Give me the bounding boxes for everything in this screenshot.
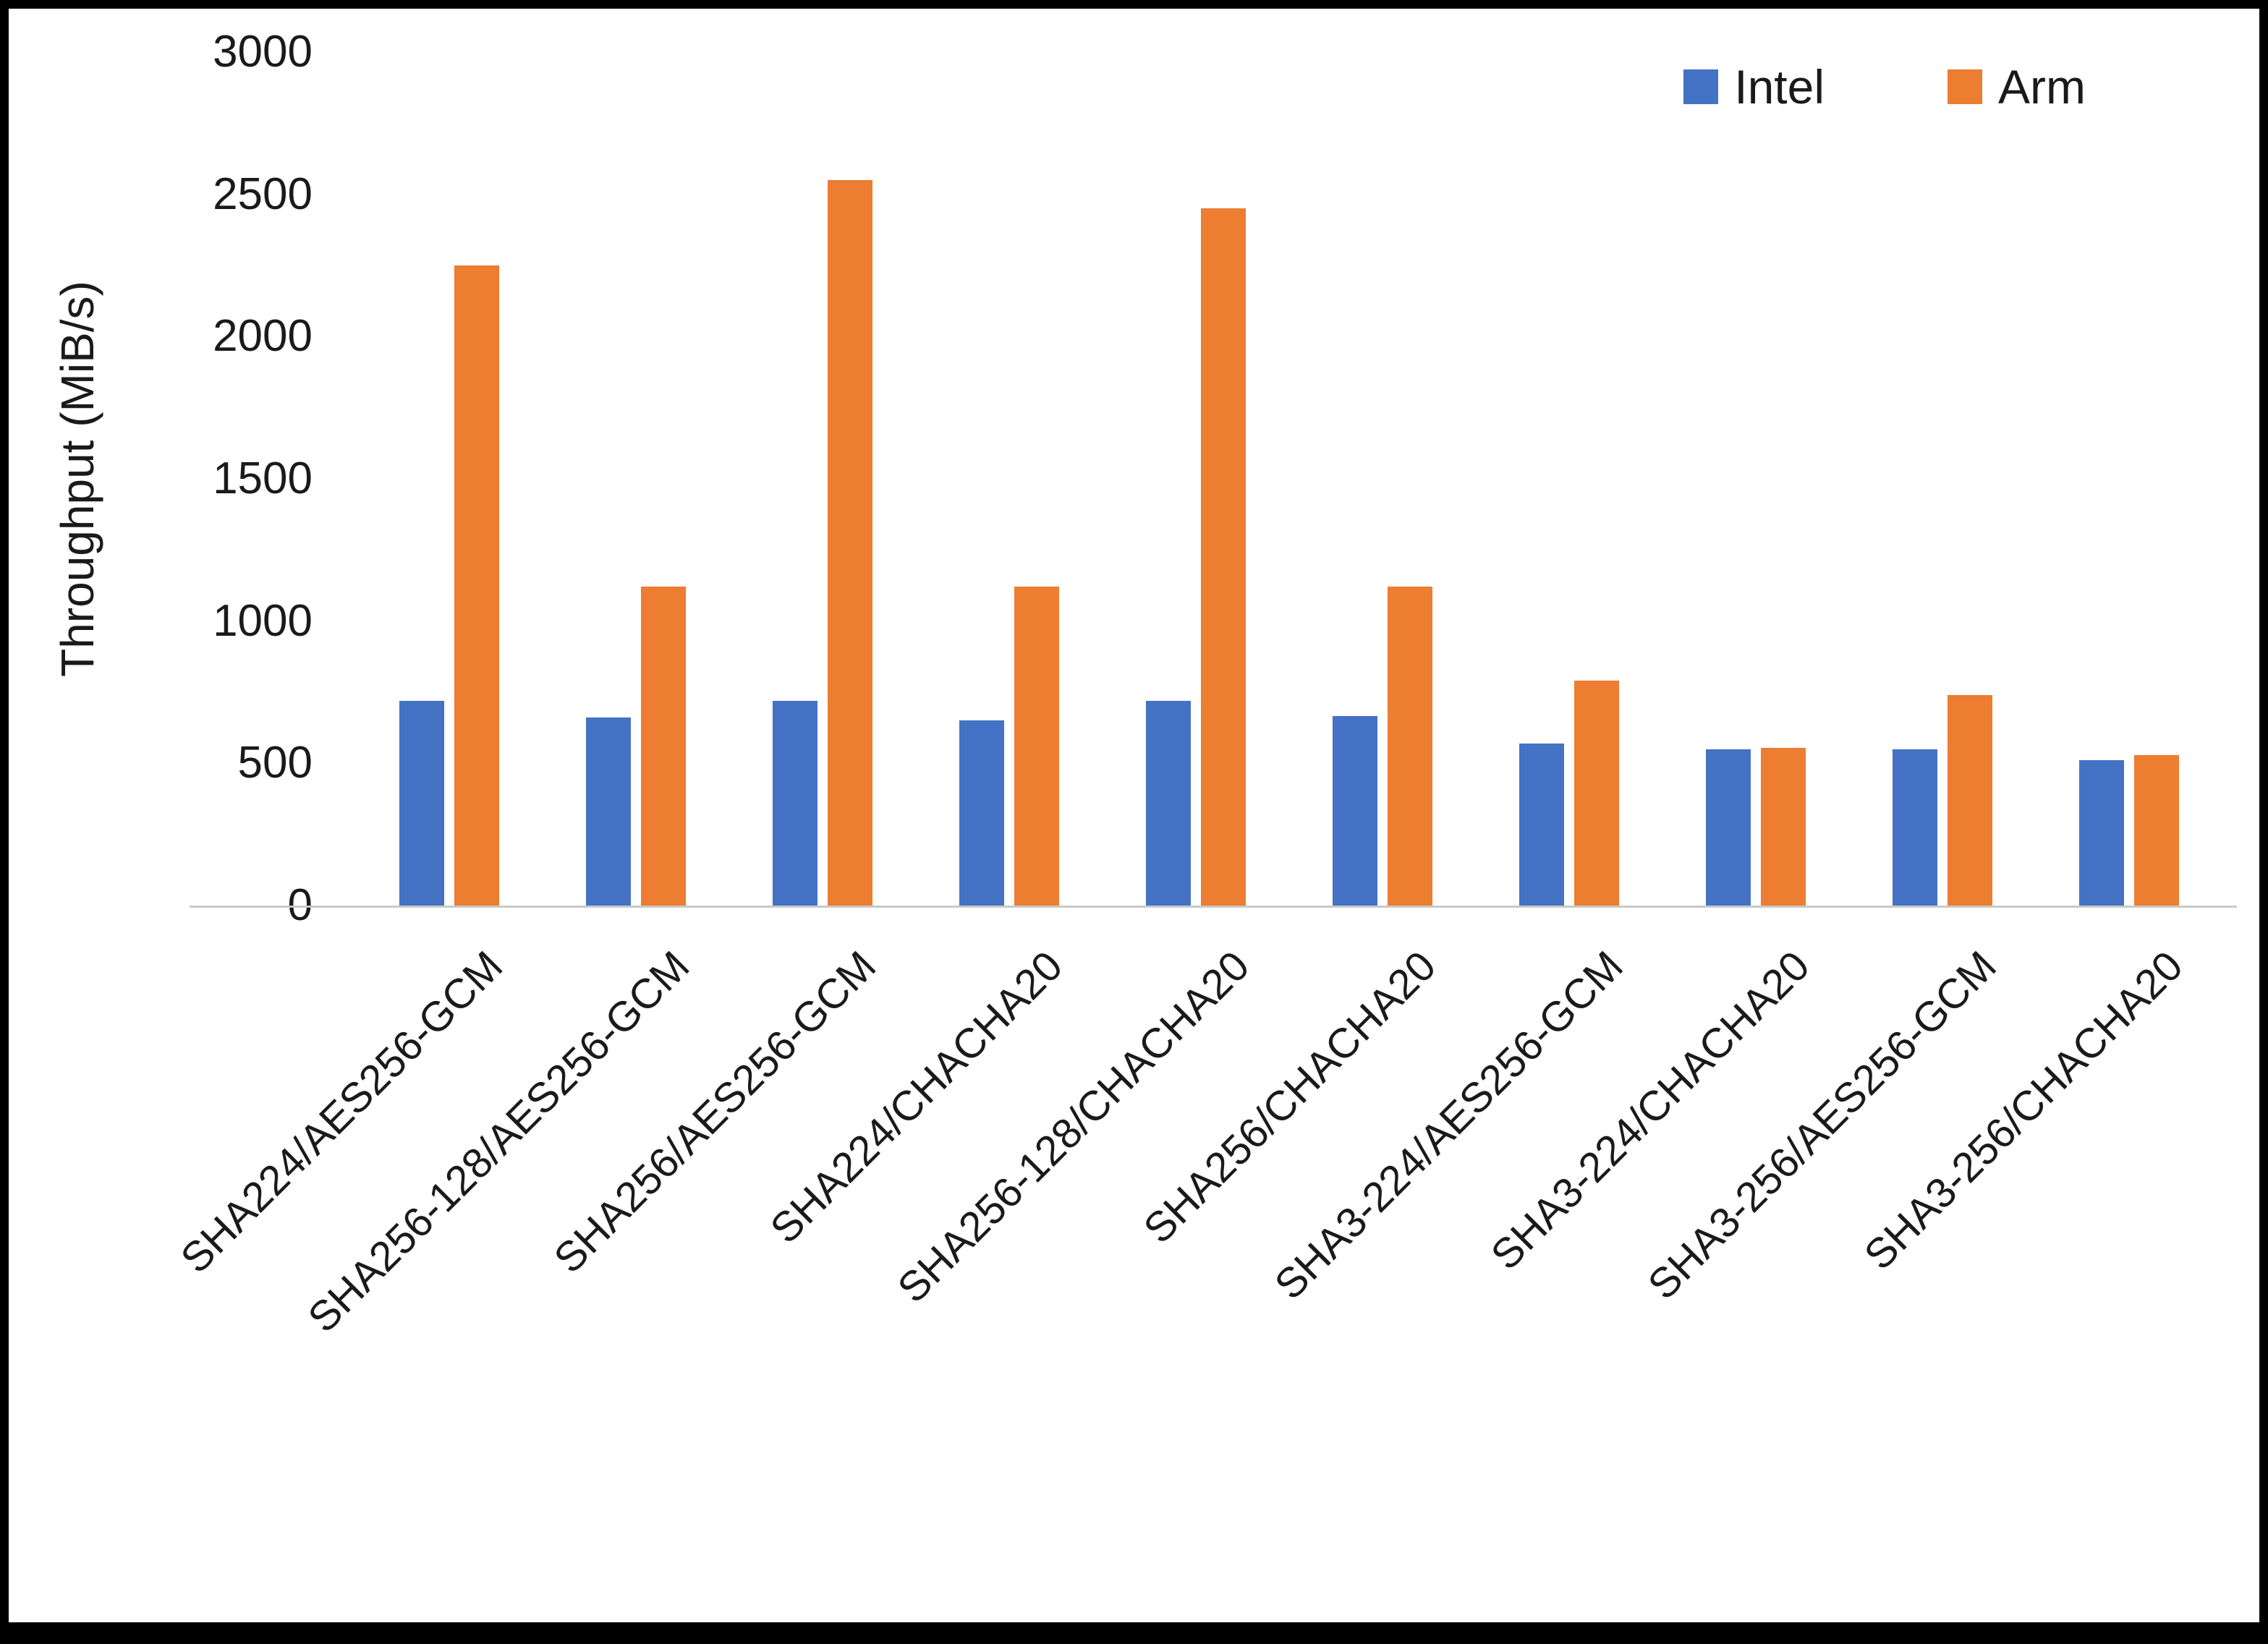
- y-tick-label: 3000: [213, 27, 313, 77]
- bar-intel-10: [2079, 760, 2124, 906]
- bar-intel-3: [773, 700, 817, 906]
- plot-area: Throughput (MiB/s) 0 500 1000 1500 2000 2500 3…: [9, 9, 2259, 1622]
- y-tick-label: 500: [237, 738, 313, 788]
- x-axis-label: SHA256-128/AES256-GCM: [299, 942, 699, 1342]
- bar-arm-2: [641, 587, 686, 906]
- y-tick-label: 1500: [213, 453, 313, 503]
- legend-swatch-intel: [1683, 69, 1719, 104]
- legend-label-arm: Arm: [1998, 60, 2086, 114]
- bar-arm-8: [1761, 747, 1806, 906]
- legend-item-intel: Intel: [1683, 59, 1825, 114]
- x-axis-label: SHA3-256/CHACHA20: [1855, 942, 2192, 1279]
- x-axis-label: SHA256/AES256-GCM: [545, 942, 885, 1282]
- bar-arm-9: [1948, 694, 1992, 906]
- bar-intel-8: [1706, 749, 1751, 906]
- bar-arm-4: [1014, 587, 1059, 906]
- legend-label-intel: Intel: [1734, 60, 1825, 114]
- bar-intel-7: [1519, 743, 1564, 906]
- bar-arm-1: [454, 265, 499, 906]
- x-axis-label: SHA3-256/AES256-GCM: [1639, 942, 2005, 1309]
- legend: Intel Arm: [1683, 59, 2086, 114]
- bar-intel-2: [586, 717, 631, 906]
- bar-intel-9: [1893, 749, 1937, 906]
- y-tick-label: 1000: [213, 595, 313, 646]
- x-axis-line: [190, 906, 2237, 908]
- y-tick-label: 2500: [213, 169, 313, 219]
- bar-intel-4: [959, 720, 1004, 906]
- bar-intel-1: [399, 700, 444, 906]
- bar-intel-5: [1146, 700, 1191, 906]
- x-axis-label: SHA256-128/CHACHA20: [888, 942, 1259, 1312]
- bar-arm-7: [1574, 681, 1619, 906]
- x-axis-label: SHA224/AES256-GCM: [171, 942, 512, 1282]
- bar-arm-5: [1201, 208, 1246, 906]
- y-tick-label: 2000: [213, 311, 313, 362]
- y-tick-label: 0: [287, 880, 313, 930]
- bar-arm-6: [1388, 587, 1432, 906]
- bar-arm-3: [828, 180, 872, 906]
- legend-item-arm: Arm: [1948, 59, 2086, 114]
- bar-arm-10: [2134, 754, 2179, 906]
- x-axis-label: SHA3-224/CHACHA20: [1482, 942, 1819, 1279]
- x-axis-label: SHA3-224/AES256-GCM: [1265, 942, 1632, 1309]
- legend-swatch-arm: [1948, 69, 1983, 104]
- bar-intel-6: [1333, 716, 1377, 906]
